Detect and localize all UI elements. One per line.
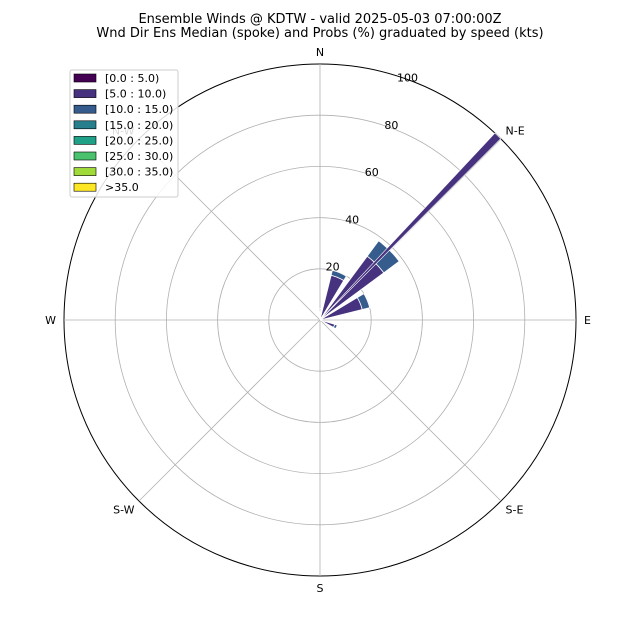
legend-swatch-3 [73,120,97,130]
radial-tick-60: 60 [365,166,379,179]
legend-label-4: [20.0 : 25.0) [105,134,173,147]
legend-label-2: [10.0 : 15.0) [105,103,173,116]
chart-subtitle: Wnd Dir Ens Median (spoke) and Probs (%)… [96,26,543,41]
radial-tick-80: 80 [384,119,398,132]
grid-spoke-s-w [138,319,321,502]
radial-tick-40: 40 [345,213,359,226]
legend-items: [0.0 : 5.0) [5.0 : 10.0) [10.0 : 15.0) [15.… [73,72,173,194]
direction-label-s-w: S-W [113,504,135,517]
bar-sector-0-bin-2 [318,308,322,313]
legend-label-3: [15.0 : 20.0) [105,119,173,132]
median-spoke [319,132,502,321]
direction-label-e: E [584,314,591,327]
legend-swatch-2 [73,104,97,114]
grid-spoke-s-e [319,319,502,502]
legend-label-6: [30.0 : 35.0) [105,166,173,179]
legend-swatch-7 [73,182,97,192]
radial-tick-labels: 20 40 60 80 100 [326,72,418,274]
legend-swatch-5 [73,151,97,161]
chart-title: Ensemble Winds @ KDTW - valid 2025-05-03… [138,12,501,27]
legend-swatch-0 [73,73,97,83]
bar-sector-3-bin-2 [356,293,371,310]
radial-tick-20: 20 [326,261,340,274]
legend-swatch-1 [73,89,97,98]
legend: [0.0 : 5.0) [5.0 : 10.0) [10.0 : 15.0) [15.… [69,69,179,198]
legend-label-0: [0.0 : 5.0) [105,72,159,85]
legend-swatch-6 [73,167,97,176]
bar-sector-4-bin-2 [332,323,338,330]
direction-label-n-e: N-E [506,125,525,138]
legend-label-7: >35.0 [105,181,139,194]
legend-swatch-4 [73,136,97,145]
direction-label-w: W [45,314,56,327]
median-spoke-bar [319,132,502,321]
direction-label-n: N [316,46,324,59]
direction-label-s: S [317,582,324,595]
legend-label-5: [25.0 : 30.0) [105,150,173,163]
legend-box [69,69,179,198]
radial-tick-100: 100 [397,72,418,85]
bar-sector-1-bin-2 [330,269,347,282]
direction-label-s-e: S-E [506,504,524,517]
legend-label-1: [5.0 : 10.0) [105,88,166,101]
